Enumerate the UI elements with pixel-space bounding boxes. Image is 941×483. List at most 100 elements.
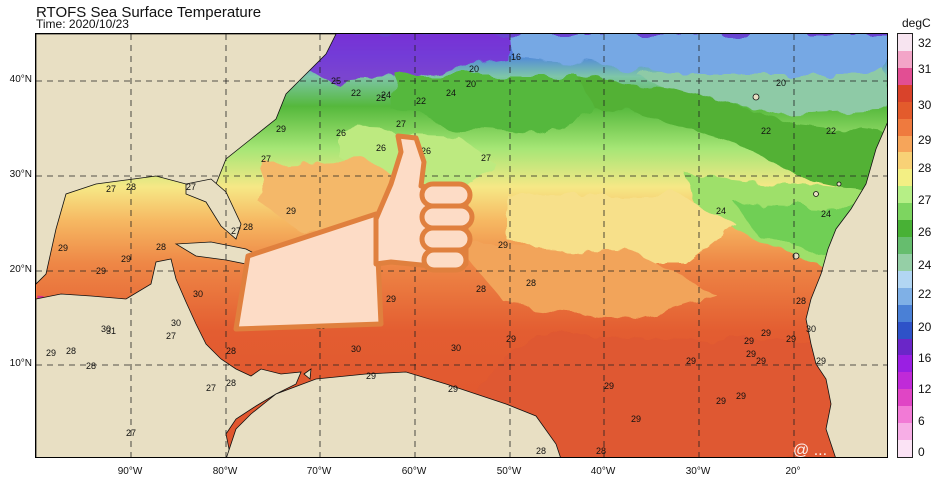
colorbar-tick-label: 27 (918, 193, 932, 207)
colorbar-segment (898, 50, 912, 69)
canary-island-2 (836, 181, 842, 187)
watermark: @ ... (793, 442, 828, 459)
south-america (226, 371, 561, 457)
colorbar-tick-label: 29 (918, 133, 932, 147)
contour-label: 24 (821, 209, 831, 219)
lon-label-60w: 60°W (401, 466, 427, 477)
map-subtitle: Time: 2020/10/23 (36, 17, 129, 31)
contour-label: 29 (276, 124, 286, 134)
contour-label: 22 (416, 96, 426, 106)
contour-label: 27 (106, 184, 116, 194)
contour-label: 29 (756, 356, 766, 366)
colorbar-segment (898, 389, 912, 407)
contour-label: 28 (243, 222, 253, 232)
contour-label: 27 (231, 226, 241, 236)
contour-label: 29 (786, 334, 796, 344)
africa (805, 122, 887, 457)
colorbar-segment (898, 440, 912, 458)
contour-label: 29 (58, 243, 68, 253)
contour-label: 29 (46, 348, 56, 358)
colorbar-segment (898, 118, 912, 136)
contour-label: 29 (121, 254, 131, 264)
contour-label: 29 (761, 328, 771, 338)
contour-label: 28 (536, 446, 546, 456)
contour-label: 29 (744, 336, 754, 346)
contour-label: 24 (716, 206, 726, 216)
lat-label-40n: 40°N (9, 74, 32, 85)
contour-label: 28 (596, 446, 606, 456)
cape-verde-island (792, 252, 800, 260)
colorbar-segment (898, 169, 912, 187)
contour-label: 30 (171, 318, 181, 328)
colorbar-tick-label: 16 (918, 351, 932, 365)
contour-label: 27 (261, 154, 271, 164)
contour-label: 30 (451, 343, 461, 353)
colorbar-segment (898, 372, 912, 390)
contour-label: 28 (226, 378, 236, 388)
contour-label: 29 (716, 396, 726, 406)
graticule (36, 34, 887, 457)
colorbar-segment (898, 152, 912, 170)
florida (185, 178, 242, 240)
contour-label: 30 (101, 324, 111, 334)
contour-label: 20 (469, 64, 479, 74)
contour-label: 28 (66, 346, 76, 356)
contour-label: 27 (206, 383, 216, 393)
contour-label: 29 (366, 371, 376, 381)
lon-label-80w: 80°W (212, 466, 238, 477)
contour-label: 20 (466, 79, 476, 89)
contour-label: 29 (96, 266, 106, 276)
lat-label-30n: 30°N (9, 169, 32, 180)
map-title: RTOFS Sea Surface Temperature (36, 4, 262, 21)
contour-label: 22 (826, 126, 836, 136)
contour-label: 20 (776, 78, 786, 88)
contour-label: 28 (796, 296, 806, 306)
colorbar-segment (898, 135, 912, 153)
colorbar-tick-label: 6 (918, 414, 925, 428)
lon-label-20w: 20° (785, 466, 801, 477)
lon-label-90w: 90°W (117, 466, 143, 477)
central-america (36, 258, 302, 457)
contour-label: 30 (193, 289, 203, 299)
contour-label: 29 (604, 381, 614, 391)
contour-label: 29 (498, 240, 508, 250)
contour-label: 28 (156, 242, 166, 252)
colorbar-segment (898, 67, 912, 86)
contour-label: 26 (376, 143, 386, 153)
thumbs-up-icon (233, 133, 475, 332)
contour-label: 29 (448, 384, 458, 394)
contour-label: 29 (286, 206, 296, 216)
contour-label: 29 (386, 294, 396, 304)
colorbar-segment (898, 34, 912, 52)
lon-label-50w: 50°W (496, 466, 522, 477)
colorbar (897, 33, 913, 458)
colorbar-tick-label: 20 (918, 320, 932, 334)
colorbar-tick-label: 12 (918, 382, 932, 396)
contour-label: 28 (86, 361, 96, 371)
colorbar-tick-label: 28 (918, 161, 932, 175)
contour-label: 31 (106, 326, 116, 336)
contour-label: 27 (396, 119, 406, 129)
contour-label: 29 (746, 349, 756, 359)
colorbar-tick-label: 0 (918, 445, 925, 459)
colorbar-tick-label: 30 (918, 98, 932, 112)
contour-label: 29 (816, 356, 826, 366)
colorbar-segment (898, 270, 912, 289)
lon-label-70w: 70°W (306, 466, 332, 477)
contour-label: 16 (511, 52, 521, 62)
lon-label-30w: 30°W (685, 466, 711, 477)
contour-label: 28 (126, 182, 136, 192)
colorbar-segment (898, 220, 912, 238)
colorbar-unit: degC (902, 16, 931, 30)
colorbar-tick-label: 26 (918, 225, 932, 239)
azores-island (752, 93, 760, 101)
colorbar-segment (898, 355, 912, 373)
colorbar-segment (898, 321, 912, 340)
colorbar-segment (898, 338, 912, 356)
sst-map: 16 20 20 20 22 22 22 22 24 24 24 24 25 25 26 26 26 27 27 27… (35, 33, 888, 458)
contour-label: 28 (476, 284, 486, 294)
contour-label: 22 (761, 126, 771, 136)
colorbar-segment (898, 304, 912, 323)
colorbar-tick-label: 31 (918, 62, 932, 76)
